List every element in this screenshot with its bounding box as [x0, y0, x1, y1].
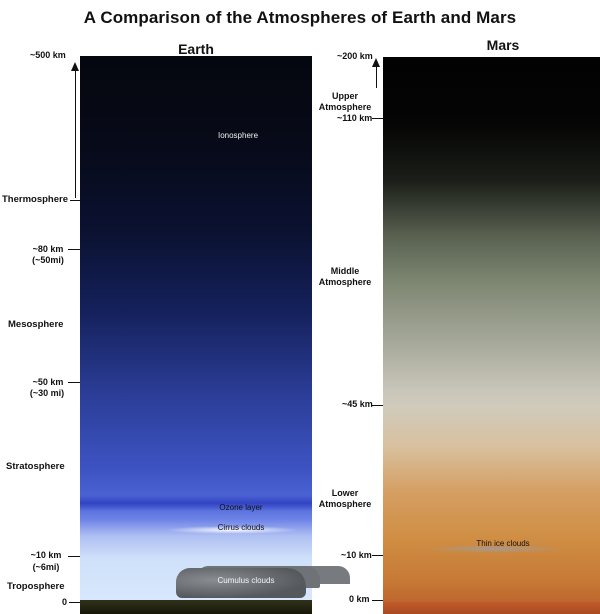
- tick-80km: [68, 249, 80, 250]
- thin-ice-cloud-shape: [425, 545, 565, 553]
- mars-altitude-45km: ~45 km: [342, 399, 373, 409]
- mars-middle-atmosphere-line1: Middle: [330, 266, 360, 276]
- altitude-50mi: (~50mi): [32, 255, 64, 265]
- mars-lower-atmosphere-line1: Lower: [331, 488, 359, 498]
- mars-upper-atmosphere-line1: Upper: [331, 91, 358, 101]
- mars-lower-atmosphere-line2: Atmosphere: [318, 499, 372, 509]
- mars-tick-10km: [372, 555, 383, 556]
- mars-arrow-shaft: [376, 66, 377, 88]
- mesosphere-label: Mesosphere: [8, 319, 64, 330]
- mars-up-arrow-icon: [372, 58, 380, 67]
- mars-altitude-10km: ~10 km: [341, 550, 372, 560]
- earth-atmosphere-column: [80, 56, 312, 614]
- tick-zero: [69, 602, 80, 603]
- mars-ground: [383, 602, 600, 614]
- tick-50km: [68, 382, 80, 383]
- altitude-50km: ~50 km: [32, 377, 64, 387]
- mars-upper-atmosphere-line2: Atmosphere: [318, 102, 372, 112]
- ozone-layer-label: Ozone layer: [219, 503, 263, 512]
- cumulus-clouds-label: Cumulus clouds: [217, 576, 275, 585]
- mars-atmosphere-column: [383, 57, 600, 614]
- altitude-10km: ~10 km: [30, 550, 62, 560]
- tick-10km: [68, 556, 80, 557]
- mars-top-altitude: ~200 km: [337, 51, 373, 61]
- mars-heading: Mars: [486, 37, 520, 53]
- mars-tick-0km: [372, 600, 383, 601]
- earth-ground: [80, 600, 312, 614]
- mars-middle-atmosphere-line2: Atmosphere: [318, 277, 372, 287]
- troposphere-label: Troposphere: [7, 581, 65, 592]
- cumulus-cloud-shape: [176, 568, 306, 598]
- cirrus-cloud-shape: [165, 526, 300, 534]
- earth-top-altitude: ~500 km: [30, 50, 66, 60]
- mars-altitude-0km: 0 km: [349, 594, 370, 604]
- altitude-zero: 0: [62, 597, 68, 607]
- altitude-80km: ~80 km: [32, 244, 64, 254]
- ozone-band: [80, 495, 312, 511]
- figure-title: A Comparison of the Atmospheres of Earth…: [83, 8, 517, 27]
- mars-altitude-110km: ~110 km: [337, 113, 373, 123]
- altitude-30mi: (~30 mi): [29, 388, 65, 398]
- thermosphere-tick: [70, 200, 80, 201]
- mars-tick-45km: [372, 405, 383, 406]
- altitude-6mi: (~6mi): [32, 562, 60, 572]
- ionosphere-label: Ionosphere: [217, 131, 259, 140]
- earth-heading: Earth: [178, 41, 214, 57]
- earth-up-arrow-icon: [71, 62, 79, 71]
- stratosphere-label: Stratosphere: [6, 461, 65, 472]
- thin-ice-clouds-label: Thin ice clouds: [476, 539, 530, 548]
- thermosphere-label: Thermosphere: [2, 194, 68, 205]
- earth-arrow-shaft: [75, 70, 76, 198]
- cirrus-clouds-label: Cirrus clouds: [217, 523, 265, 532]
- mars-tick-110km: [372, 118, 383, 119]
